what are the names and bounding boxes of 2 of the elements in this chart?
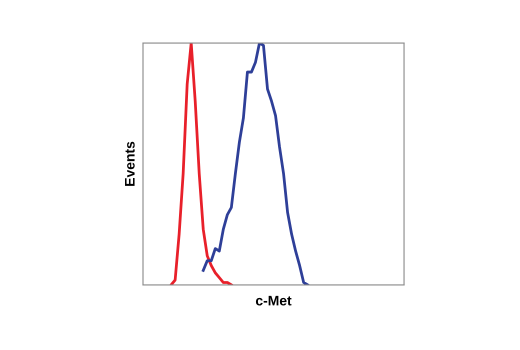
- y-axis-title: Events: [125, 142, 135, 186]
- x-axis-title: c-Met: [256, 296, 292, 306]
